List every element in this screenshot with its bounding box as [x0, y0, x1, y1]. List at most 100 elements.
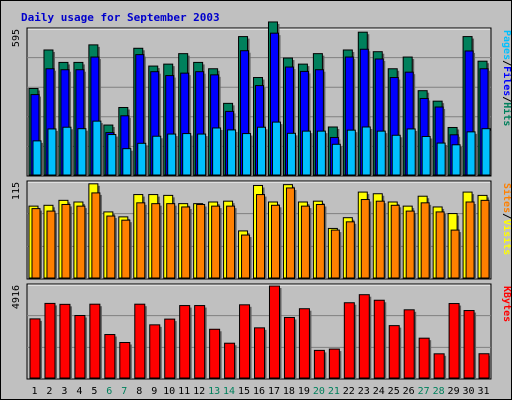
bar-kbytes	[224, 342, 237, 379]
bar-pages	[301, 130, 313, 176]
x-tick-label: 20	[313, 386, 325, 397]
x-tick-label: 30	[463, 386, 475, 397]
bar-sites	[136, 202, 147, 279]
bar-pages	[466, 131, 478, 176]
x-tick-label: 2	[46, 386, 52, 397]
bar-sites	[480, 199, 492, 279]
bar-kbytes	[313, 349, 327, 379]
bar-kbytes	[74, 314, 87, 379]
bar-kbytes	[134, 303, 147, 379]
bar-pages	[197, 133, 208, 176]
bar-kbytes	[343, 302, 357, 379]
bar-pages	[152, 135, 163, 176]
bar-kbytes	[463, 310, 477, 379]
bar-pages	[376, 130, 388, 176]
bar-pages	[451, 144, 463, 176]
bar-pages	[47, 128, 58, 176]
bar-sites	[166, 203, 177, 279]
x-tick-label: 16	[253, 386, 265, 397]
bar-kbytes	[478, 353, 492, 379]
bar-pages	[481, 128, 493, 176]
x-tick-label: 4	[76, 386, 82, 397]
legend-entry: Files	[501, 66, 511, 96]
bar-sites	[450, 229, 462, 279]
bar-kbytes	[418, 337, 432, 379]
bar-sites	[226, 205, 237, 279]
bar-pages	[137, 142, 148, 176]
bar-pages	[286, 132, 298, 176]
bar-kbytes	[433, 353, 447, 379]
bar-kbytes	[358, 294, 372, 379]
x-tick-label: 15	[238, 386, 250, 397]
x-tick-label: 29	[448, 386, 460, 397]
bar-sites	[285, 187, 297, 279]
bar-pages	[271, 121, 283, 176]
bar-sites	[360, 199, 372, 279]
bar-sites	[330, 229, 342, 279]
bar-sites	[91, 192, 102, 279]
legend-entry: KBytes	[501, 286, 511, 322]
x-tick-label: 12	[193, 386, 205, 397]
bar-pages	[316, 130, 328, 176]
bar-kbytes	[44, 302, 57, 379]
x-tick-label: 8	[136, 386, 142, 397]
legend-entry: Pages	[501, 30, 511, 60]
x-tick-label: 7	[121, 386, 127, 397]
panel-hits-files-pages: 595 Pages/Files/Hits	[11, 21, 511, 177]
panel-kbytes: 4916 KBytes	[11, 283, 511, 380]
bar-sites	[256, 194, 267, 279]
x-tick-label: 14	[223, 386, 235, 397]
bar-kbytes	[164, 318, 177, 379]
bar-pages	[406, 128, 418, 176]
bar-pages	[361, 126, 373, 176]
bar-kbytes	[283, 316, 297, 379]
bar-kbytes	[254, 327, 267, 379]
x-axis-labels: 1 2 3 4 5 6 7 8 9 10 11 12 13 14 15 16 17 18 19 20 21 22 23 24 2…	[31, 386, 489, 397]
legend-entry: Sites	[501, 183, 511, 213]
bar-sites	[465, 201, 477, 279]
panel-legend: Pages/Files/Hits	[501, 30, 511, 126]
bar-sites	[270, 204, 282, 279]
bar-kbytes	[119, 341, 132, 379]
bar-sites	[211, 205, 222, 279]
bar-sites	[31, 208, 42, 279]
x-tick-label: 6	[106, 386, 112, 397]
bar-kbytes	[373, 299, 387, 379]
y-max-label: 115	[11, 182, 22, 200]
x-tick-label: 18	[283, 386, 295, 397]
bar-sites	[315, 203, 327, 279]
legend-entry: Hits	[501, 102, 511, 126]
bar-pages	[32, 140, 43, 176]
x-tick-label: 27	[418, 386, 430, 397]
legend-entry: Visits	[501, 219, 511, 255]
bar-sites	[121, 219, 132, 279]
bar-sites	[405, 210, 417, 279]
x-tick-label: 25	[388, 386, 400, 397]
bar-pages	[62, 126, 73, 176]
legend-entry: /	[501, 213, 511, 219]
bar-kbytes	[104, 334, 117, 379]
bar-sites	[435, 211, 447, 279]
bar-kbytes	[59, 303, 72, 379]
bar-pages	[92, 120, 103, 176]
x-tick-label: 10	[163, 386, 175, 397]
bar-kbytes	[268, 285, 282, 379]
bar-sites	[46, 210, 57, 279]
panel-legend: KBytes	[501, 286, 511, 322]
legend-entry: /	[501, 60, 511, 66]
bar-pages	[167, 133, 178, 176]
bar-sites	[375, 200, 387, 279]
bar-kbytes	[194, 305, 207, 379]
x-tick-label: 9	[151, 386, 157, 397]
bar-sites	[151, 203, 162, 279]
bar-kbytes	[179, 305, 192, 379]
bar-sites	[181, 206, 192, 279]
bar-pages	[331, 143, 343, 176]
bar-kbytes	[388, 325, 402, 379]
x-tick-label: 21	[328, 386, 340, 397]
bar-kbytes	[149, 324, 162, 379]
bar-pages	[257, 126, 268, 176]
y-max-label: 4916	[11, 285, 22, 309]
bar-sites	[345, 221, 357, 279]
